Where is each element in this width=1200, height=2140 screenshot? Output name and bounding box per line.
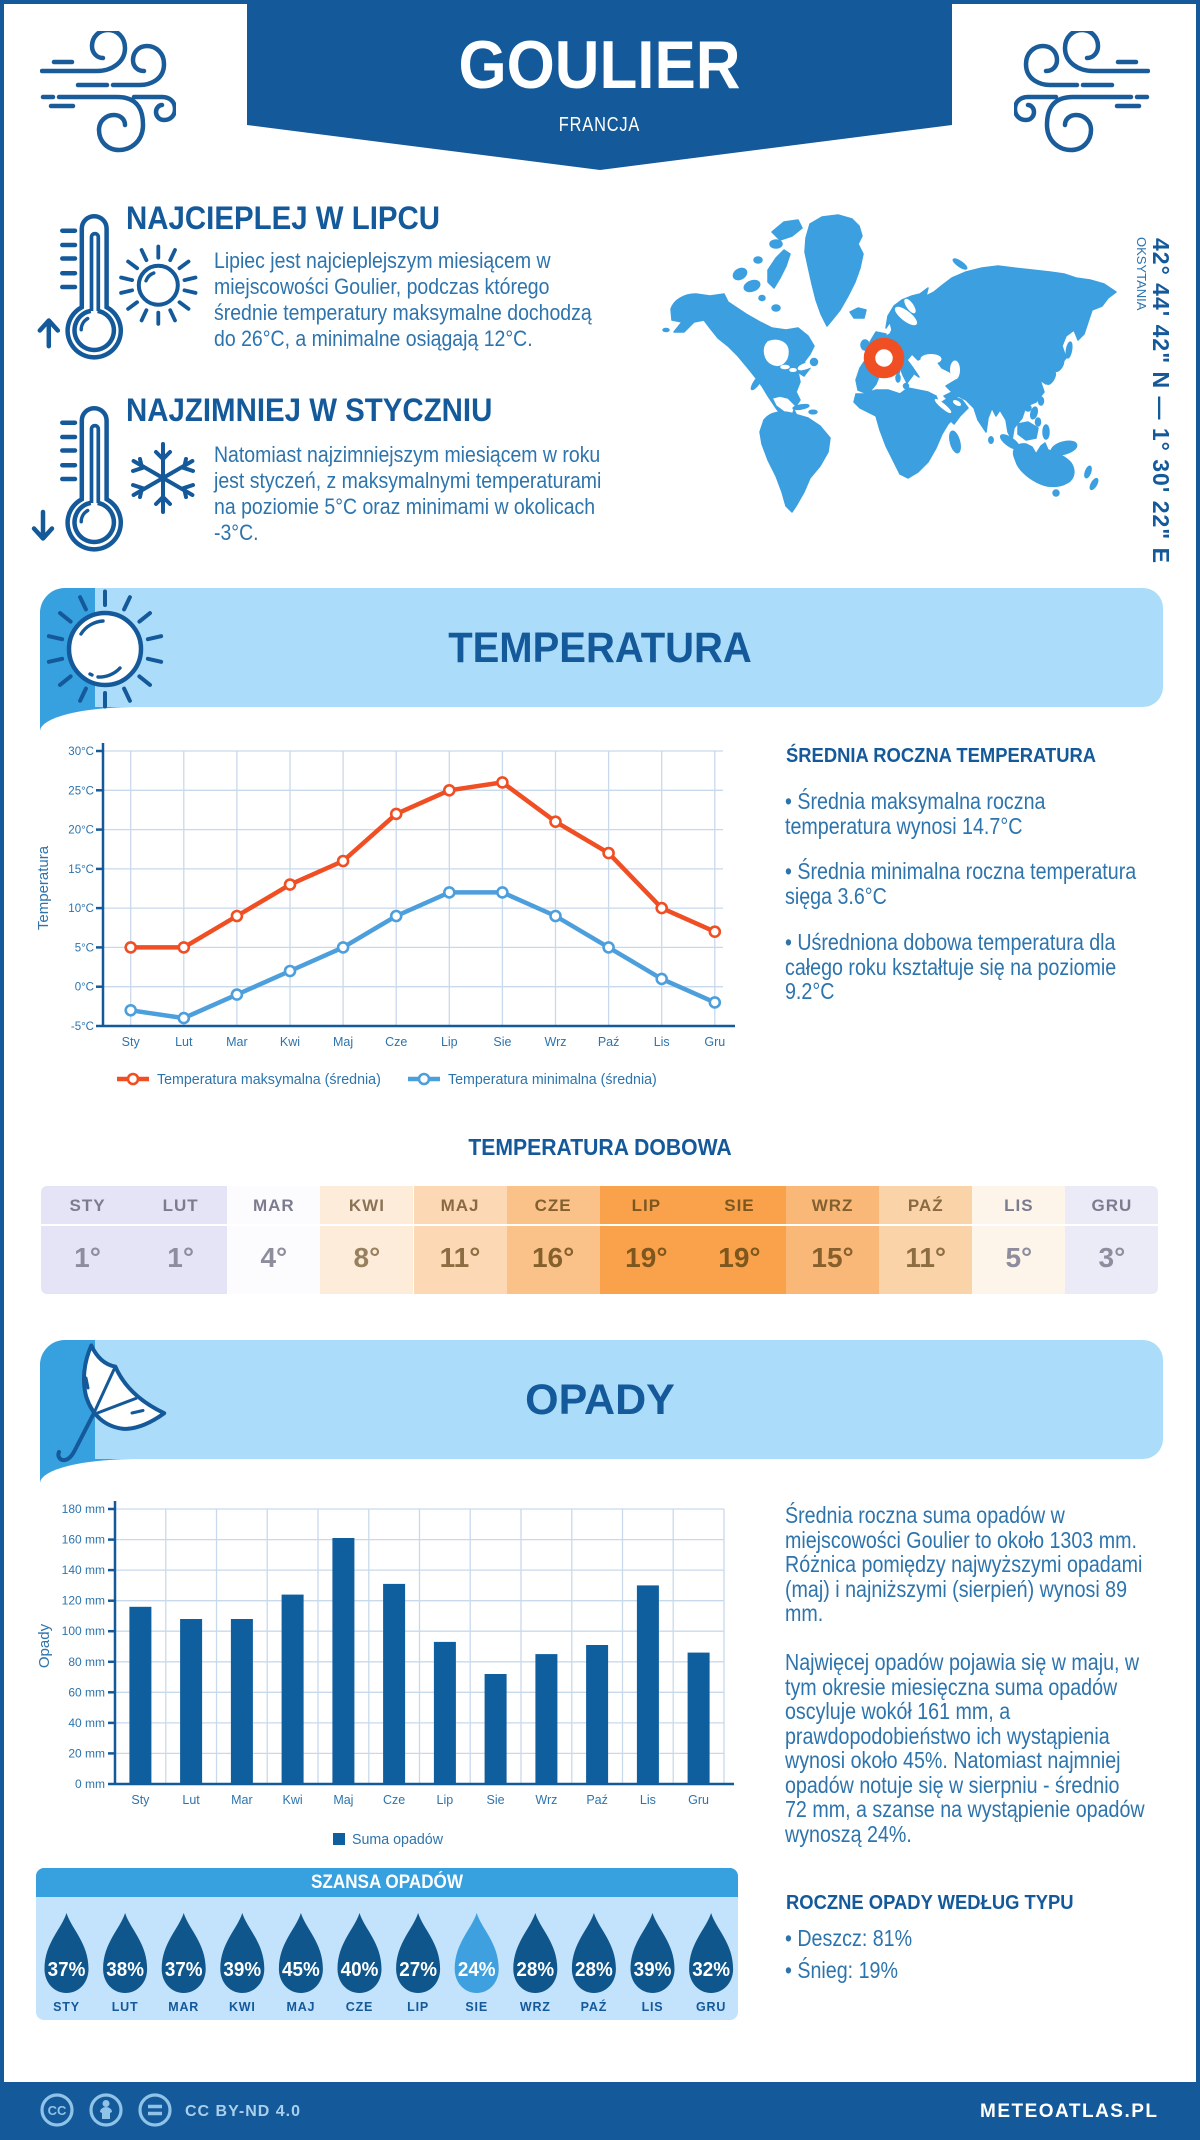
- svg-text:160 mm: 160 mm: [62, 1533, 105, 1547]
- svg-text:Sty: Sty: [122, 1035, 141, 1049]
- svg-text:KWI: KWI: [229, 2000, 256, 2014]
- svg-text:STY: STY: [53, 2000, 80, 2014]
- svg-text:Lip: Lip: [441, 1035, 458, 1049]
- svg-text:PAŹ: PAŹ: [581, 1999, 607, 2014]
- svg-text:LIS: LIS: [642, 2000, 664, 2014]
- svg-text:40 mm: 40 mm: [68, 1716, 105, 1730]
- svg-text:Paź: Paź: [598, 1035, 620, 1049]
- svg-text:Temperatura maksymalna (średni: Temperatura maksymalna (średnia): [157, 1072, 381, 1088]
- svg-text:Sie: Sie: [493, 1035, 511, 1049]
- svg-text:Kwi: Kwi: [280, 1035, 300, 1049]
- svg-text:39%: 39%: [634, 1958, 672, 1981]
- svg-text:Lut: Lut: [175, 1035, 193, 1049]
- svg-text:60 mm: 60 mm: [68, 1685, 105, 1699]
- svg-text:CZE: CZE: [346, 2000, 373, 2014]
- svg-text:Gru: Gru: [704, 1035, 725, 1049]
- svg-text:MAR: MAR: [168, 2000, 199, 2014]
- svg-text:Cze: Cze: [385, 1035, 407, 1049]
- svg-text:37%: 37%: [165, 1958, 203, 1981]
- svg-text:180 mm: 180 mm: [62, 1502, 105, 1516]
- svg-text:Wrz: Wrz: [545, 1035, 567, 1049]
- svg-text:5°C: 5°C: [75, 942, 94, 954]
- svg-text:Mar: Mar: [231, 1793, 253, 1807]
- svg-text:20°C: 20°C: [68, 825, 94, 837]
- svg-text:32%: 32%: [692, 1958, 730, 1981]
- svg-text:Lip: Lip: [437, 1793, 454, 1807]
- svg-text:120 mm: 120 mm: [62, 1594, 105, 1608]
- svg-text:24%: 24%: [458, 1958, 496, 1981]
- svg-text:80 mm: 80 mm: [68, 1655, 105, 1669]
- svg-text:LIP: LIP: [407, 2000, 429, 2014]
- svg-text:Suma opadów: Suma opadów: [352, 1832, 443, 1848]
- svg-text:15°C: 15°C: [68, 864, 94, 876]
- svg-text:0 mm: 0 mm: [75, 1777, 105, 1791]
- svg-text:27%: 27%: [399, 1958, 437, 1981]
- svg-text:45%: 45%: [282, 1958, 320, 1981]
- svg-text:20 mm: 20 mm: [68, 1746, 105, 1760]
- svg-text:28%: 28%: [575, 1958, 613, 1981]
- svg-text:30°C: 30°C: [68, 746, 94, 758]
- svg-text:Lut: Lut: [182, 1793, 200, 1807]
- svg-text:Sty: Sty: [131, 1793, 150, 1807]
- svg-text:100 mm: 100 mm: [62, 1624, 105, 1638]
- svg-text:25°C: 25°C: [68, 785, 94, 797]
- svg-text:Cze: Cze: [383, 1793, 405, 1807]
- svg-text:40%: 40%: [341, 1958, 379, 1981]
- svg-text:GRU: GRU: [696, 2000, 726, 2014]
- svg-text:Temperatura minimalna (średnia: Temperatura minimalna (średnia): [448, 1072, 657, 1088]
- svg-text:38%: 38%: [106, 1958, 144, 1981]
- svg-text:140 mm: 140 mm: [62, 1563, 105, 1577]
- svg-text:28%: 28%: [516, 1958, 554, 1981]
- svg-text:Maj: Maj: [333, 1793, 353, 1807]
- svg-text:WRZ: WRZ: [520, 2000, 551, 2014]
- svg-text:37%: 37%: [48, 1958, 86, 1981]
- svg-text:Mar: Mar: [226, 1035, 248, 1049]
- svg-text:39%: 39%: [223, 1958, 261, 1981]
- svg-text:10°C: 10°C: [68, 903, 94, 915]
- svg-text:Kwi: Kwi: [283, 1793, 303, 1807]
- svg-text:LUT: LUT: [112, 2000, 139, 2014]
- svg-text:Wrz: Wrz: [535, 1793, 557, 1807]
- svg-text:Maj: Maj: [333, 1035, 353, 1049]
- svg-text:Lis: Lis: [654, 1035, 670, 1049]
- svg-text:MAJ: MAJ: [287, 2000, 316, 2014]
- svg-text:0°C: 0°C: [75, 982, 94, 994]
- svg-text:Opady: Opady: [36, 1623, 53, 1668]
- svg-text:-5°C: -5°C: [71, 1021, 94, 1033]
- svg-text:Lis: Lis: [640, 1793, 656, 1807]
- svg-text:Paź: Paź: [586, 1793, 608, 1807]
- svg-text:CC: CC: [48, 2103, 67, 2118]
- svg-text:Temperatura: Temperatura: [35, 845, 52, 930]
- svg-text:Sie: Sie: [487, 1793, 505, 1807]
- svg-text:SIE: SIE: [465, 2000, 488, 2014]
- svg-text:Gru: Gru: [688, 1793, 709, 1807]
